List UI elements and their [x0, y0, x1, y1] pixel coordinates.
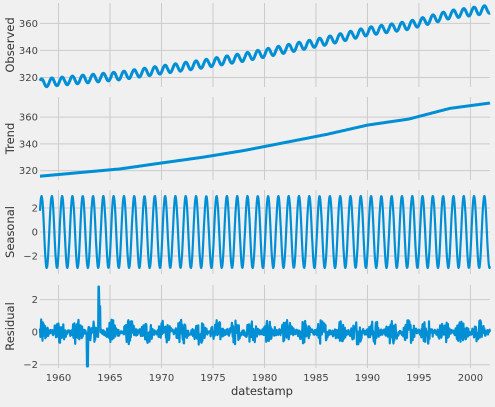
series-line-observed — [38, 4, 492, 89]
x-tick-label: 1975 — [200, 373, 225, 384]
y-tick-label: −2 — [23, 252, 38, 263]
series-line-trend — [38, 101, 492, 178]
panel-seasonal: −2 0 2 Seasonal — [3, 190, 492, 274]
y-tick-label: 0 — [32, 328, 38, 339]
y-tick-label: 2 — [32, 295, 38, 306]
y-axis-label: Observed — [3, 17, 17, 72]
y-tick-label: 360 — [19, 19, 38, 30]
x-tick-label: 1960 — [46, 373, 71, 384]
x-axis-label: datestamp — [231, 384, 293, 398]
x-tick-label: 2000 — [458, 373, 483, 384]
y-tick-label: 0 — [32, 228, 38, 239]
x-tick-label: 1990 — [355, 373, 380, 384]
y-axis-label: Seasonal — [3, 206, 17, 258]
y-axis-label: Trend — [3, 123, 17, 155]
y-tick-label: 360 — [19, 113, 38, 124]
panel-residual: −2 0 2 Residual 1960 1965 1970 1975 1980 1985 1990… — [3, 285, 492, 398]
y-tick-label: 320 — [19, 166, 38, 177]
series-line-residual — [38, 285, 492, 368]
y-tick-label: 2 — [32, 204, 38, 215]
x-tick-label: 1995 — [406, 373, 431, 384]
y-tick-label: −2 — [23, 360, 38, 371]
y-tick-label: 340 — [19, 46, 38, 57]
y-tick-label: 340 — [19, 139, 38, 150]
x-tick-label: 1985 — [303, 373, 328, 384]
y-tick-label: 320 — [19, 73, 38, 84]
x-tick-label: 1965 — [97, 373, 122, 384]
x-tick-label: 1980 — [252, 373, 277, 384]
series-line-seasonal — [38, 194, 492, 270]
x-tick-label: 1970 — [149, 373, 174, 384]
y-axis-label: Residual — [3, 302, 17, 351]
